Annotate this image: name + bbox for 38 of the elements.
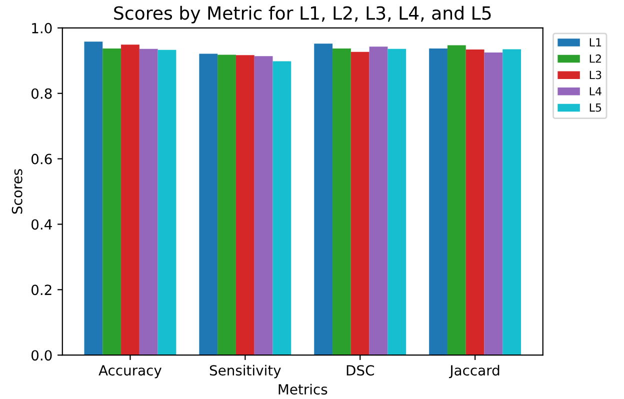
- bar: [502, 49, 522, 356]
- x-tick-label: Jaccard: [449, 364, 500, 378]
- y-tick-label: 0.0: [32, 350, 52, 361]
- bar: [139, 48, 158, 356]
- legend-label: L2: [590, 54, 601, 63]
- y-tick-label: 0.8: [32, 88, 52, 99]
- bar: [254, 56, 273, 356]
- x-tick-label: DSC: [346, 365, 374, 376]
- x-axis-title: Metrics: [278, 384, 328, 395]
- legend-label: L5: [590, 104, 602, 112]
- chart-title: Scores by Metric for L1, L2, L3, L4, and L5: [114, 6, 491, 24]
- bar: [84, 42, 103, 356]
- bar: [158, 50, 176, 356]
- bar: [314, 44, 333, 356]
- bar: [484, 52, 503, 356]
- bar: [332, 48, 351, 356]
- y-tick-label: 0.2: [32, 284, 52, 296]
- y-tick-label: 1.0: [32, 22, 52, 34]
- bar: [388, 48, 406, 356]
- legend-label: L3: [590, 70, 602, 80]
- bar: [199, 54, 218, 356]
- y-tick-label: 0.6: [32, 154, 52, 164]
- y-tick-label: 0.4: [32, 219, 52, 230]
- bar: [236, 55, 254, 356]
- bar: [121, 44, 140, 356]
- y-axis-title: Scores: [12, 169, 22, 214]
- x-tick-label: Accuracy: [98, 365, 162, 378]
- bar: [369, 46, 388, 356]
- bar: [447, 45, 466, 356]
- bar: [466, 50, 484, 356]
- x-tick-label: Sensitivity: [210, 364, 281, 378]
- legend-label: L4: [590, 87, 602, 96]
- bar: [218, 54, 236, 356]
- legend-label: L1: [590, 38, 602, 46]
- bar: [102, 48, 122, 356]
- bar: [272, 61, 292, 356]
- bar: [350, 52, 370, 356]
- bar: [429, 48, 448, 356]
